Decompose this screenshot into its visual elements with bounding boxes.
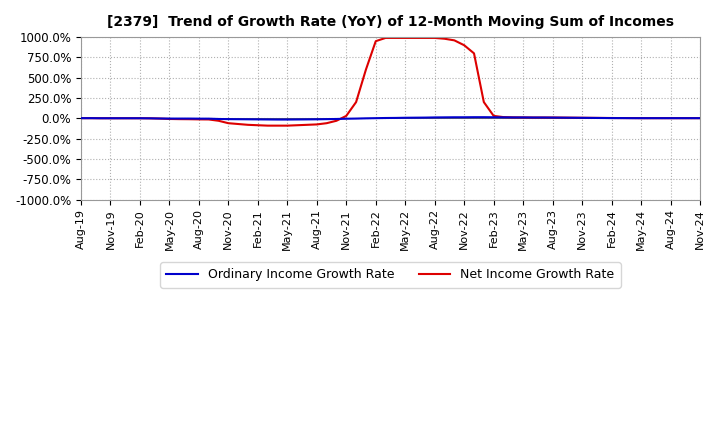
Ordinary Income Growth Rate <box>499 115 508 120</box>
Net Income Growth Rate <box>499 114 508 120</box>
Legend: Ordinary Income Growth Rate, Net Income Growth Rate: Ordinary Income Growth Rate, Net Income … <box>160 262 621 287</box>
Net Income Growth Rate <box>490 113 498 118</box>
Line: Net Income Growth Rate: Net Income Growth Rate <box>81 38 700 126</box>
Ordinary Income Growth Rate <box>469 114 478 120</box>
Net Income Growth Rate <box>76 116 85 121</box>
Ordinary Income Growth Rate <box>490 115 498 120</box>
Net Income Growth Rate <box>264 123 272 128</box>
Net Income Growth Rate <box>696 116 704 121</box>
Line: Ordinary Income Growth Rate: Ordinary Income Growth Rate <box>81 117 700 120</box>
Net Income Growth Rate <box>342 113 351 118</box>
Ordinary Income Growth Rate <box>391 115 400 121</box>
Ordinary Income Growth Rate <box>431 115 439 120</box>
Ordinary Income Growth Rate <box>273 117 282 122</box>
Ordinary Income Growth Rate <box>156 116 164 121</box>
Ordinary Income Growth Rate <box>342 116 351 121</box>
Net Income Growth Rate <box>440 36 449 41</box>
Net Income Growth Rate <box>401 35 410 40</box>
Ordinary Income Growth Rate <box>76 116 85 121</box>
Net Income Growth Rate <box>382 35 390 40</box>
Ordinary Income Growth Rate <box>696 116 704 121</box>
Title: [2379]  Trend of Growth Rate (YoY) of 12-Month Moving Sum of Incomes: [2379] Trend of Growth Rate (YoY) of 12-… <box>107 15 674 29</box>
Net Income Growth Rate <box>156 116 164 121</box>
